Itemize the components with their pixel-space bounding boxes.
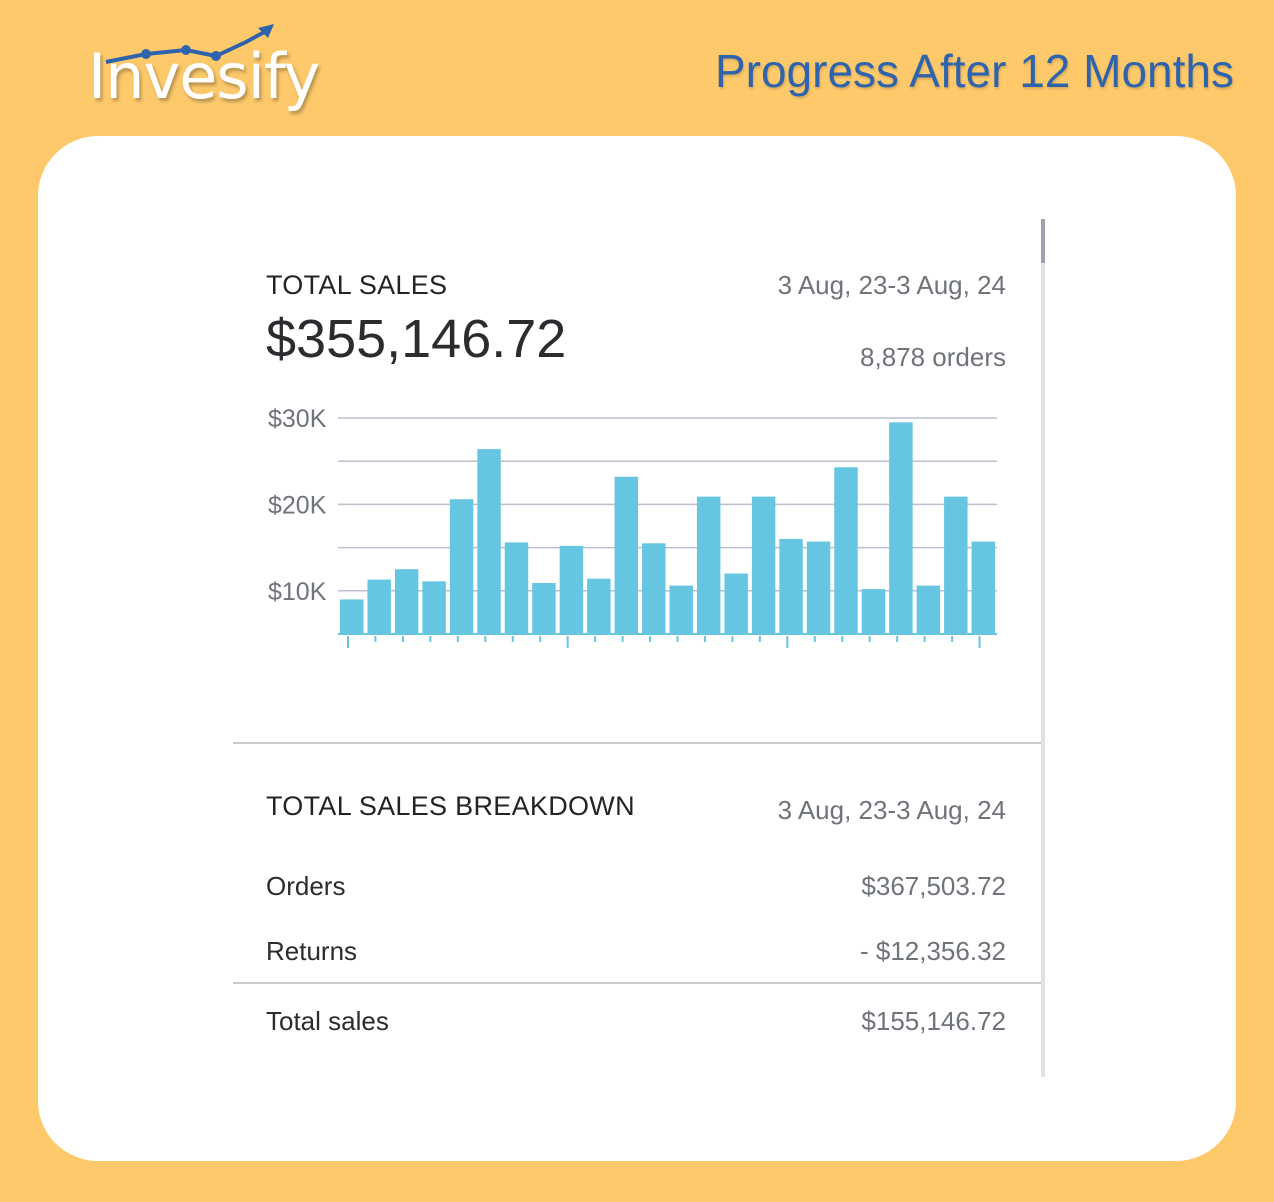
y-tick-label: $10K — [268, 578, 327, 606]
scrollbar-thumb[interactable] — [1041, 219, 1045, 263]
chart-bar — [504, 542, 529, 634]
page-title: Progress After 12 Months — [714, 45, 1234, 97]
chart-bar — [394, 569, 419, 634]
order-count: 8,878 orders — [860, 342, 1006, 372]
sales-card: TOTAL SALES 3 Aug, 23-3 Aug, 24 $355,146… — [38, 136, 1236, 1161]
chart-bar — [367, 579, 391, 634]
chart-bar — [614, 476, 639, 634]
chart-bar — [642, 543, 666, 634]
total-sales-value: $155,146.72 — [861, 1006, 1006, 1036]
total-sales-label: Total sales — [266, 1006, 389, 1036]
chart-bar — [449, 499, 474, 634]
chart-bar — [724, 573, 748, 634]
total-divider — [233, 982, 1041, 984]
total-sales-date-range: 3 Aug, 23-3 Aug, 24 — [777, 270, 1006, 300]
section-divider — [233, 742, 1041, 744]
total-sales-amount: $355,146.72 — [266, 309, 567, 369]
breakdown-title: TOTAL SALES BREAKDOWN — [266, 791, 635, 821]
chart-bar — [971, 541, 995, 634]
chart-bar — [340, 599, 364, 634]
chart-bar — [834, 467, 858, 634]
chart-bar — [477, 449, 501, 634]
y-tick-label: $20K — [268, 491, 327, 519]
y-tick-label: $30K — [268, 405, 327, 433]
chart-bar — [861, 589, 886, 634]
chart-bar — [889, 422, 913, 634]
chart-bar — [916, 585, 941, 634]
chart-bar — [751, 496, 776, 634]
chart-bar — [696, 496, 721, 634]
chart-bar — [944, 496, 968, 634]
sales-bar-chart: $30K $20K $10K — [268, 405, 997, 648]
scrollbar[interactable] — [1041, 219, 1045, 1077]
chart-bar — [422, 581, 446, 634]
returns-label: Returns — [266, 936, 358, 966]
brand-logo: Invesify — [88, 22, 348, 122]
orders-value: $367,503.72 — [861, 871, 1006, 901]
chart-bar — [587, 578, 611, 634]
breakdown-date-range: 3 Aug, 23-3 Aug, 24 — [777, 795, 1006, 825]
returns-value: - $12,356.32 — [859, 936, 1006, 966]
chart-bar — [532, 583, 556, 634]
orders-label: Orders — [266, 871, 346, 901]
chart-bar — [669, 585, 693, 634]
chart-bar — [806, 541, 831, 634]
total-sales-title: TOTAL SALES — [266, 270, 448, 300]
trend-arrow-icon — [105, 24, 274, 64]
chart-bar — [559, 545, 584, 634]
chart-bar — [779, 538, 803, 634]
